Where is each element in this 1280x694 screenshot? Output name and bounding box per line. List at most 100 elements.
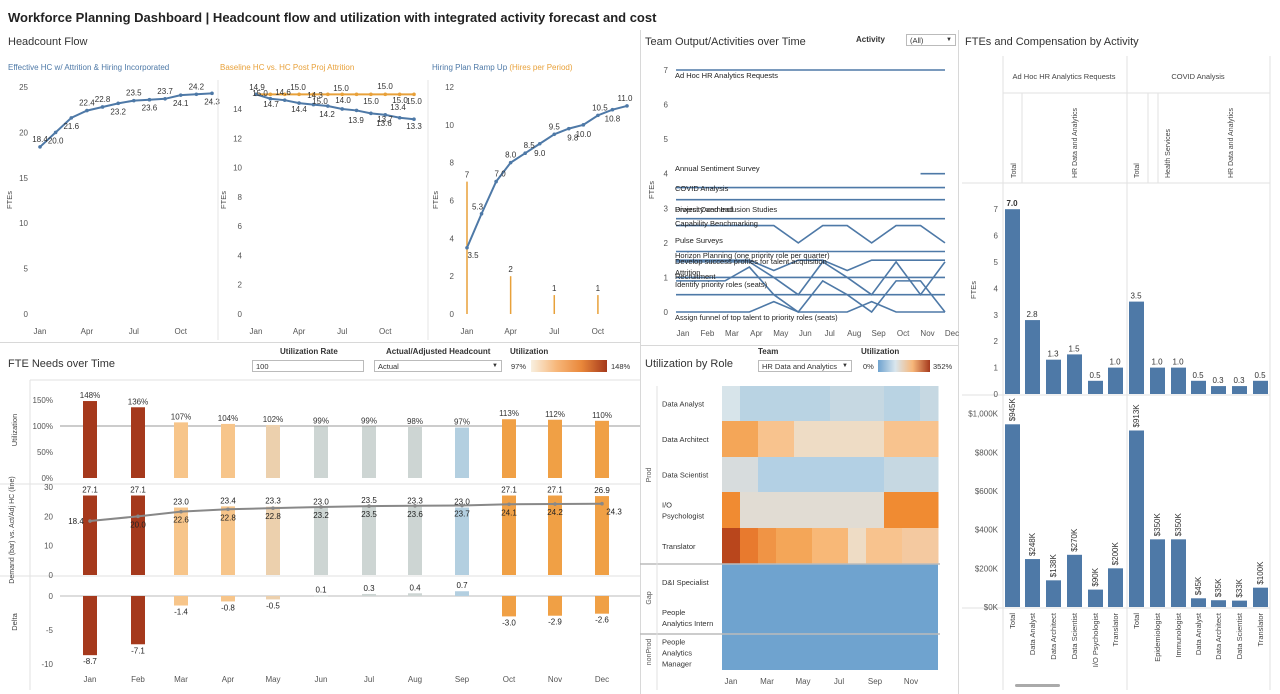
demand-bar — [131, 495, 145, 575]
heatmap-cell — [722, 421, 741, 457]
x-tick-label: Dec — [945, 329, 959, 338]
demand-bar-label: 23.0 — [313, 498, 329, 507]
effective-hc-point — [38, 145, 42, 149]
chevron-down-icon: ▼ — [946, 37, 952, 43]
demand-bar-label: 27.1 — [130, 486, 146, 495]
cumulative-hires-point — [523, 151, 527, 156]
cumulative-hires-label: 5.3 — [472, 203, 484, 212]
divider — [640, 30, 641, 694]
demand-bar-label: 23.3 — [407, 497, 423, 506]
effective-hc-point — [116, 101, 120, 106]
team-subgroup-header: Health Services — [1165, 128, 1172, 178]
delta-y-tick-label: -5 — [46, 626, 54, 635]
post-attrition-point — [311, 102, 316, 107]
demand-bar-label: 27.1 — [501, 486, 517, 495]
heatmap-cell — [758, 457, 777, 492]
act-adj-label: Actual/Adjusted Headcount — [386, 347, 491, 356]
comp-bar — [1108, 568, 1123, 607]
effective-hc-point — [210, 91, 214, 96]
cumulative-hires-point — [479, 211, 484, 216]
x-tick-label: Jul — [549, 327, 559, 336]
cumulative-hires-point — [494, 179, 498, 184]
util-bar — [221, 423, 235, 478]
demand-bar — [314, 507, 328, 575]
effective-hc-label: 20.0 — [48, 136, 64, 145]
activity-filter-dropdown[interactable]: (All) ▼ — [906, 34, 956, 46]
comp-bar — [1005, 424, 1020, 607]
demand-y-tick-label: 20 — [44, 512, 53, 521]
y-tick-label: 14 — [233, 105, 242, 114]
activity-label: Diversity and Inclusion Studies — [675, 205, 777, 214]
x-tick-label: Oct — [379, 327, 392, 336]
activity-label: Horizon Planning (one priority role per … — [675, 251, 830, 260]
headcount-label: 20.0 — [130, 520, 146, 529]
y-tick-label: 15 — [19, 174, 28, 183]
fte-bar-label: 2.8 — [1026, 310, 1038, 319]
fte-bar-label: 7.0 — [1006, 199, 1018, 208]
post-attrition-point — [340, 107, 344, 111]
delta-y-tick-label: 0 — [49, 592, 54, 601]
effective-hc-label: 23.2 — [110, 107, 126, 116]
effective-hc-label: 23.5 — [126, 89, 142, 98]
y-tick-label: 4 — [450, 234, 455, 243]
role-label: Analytics — [662, 649, 692, 658]
baseline-hc-point — [326, 92, 330, 97]
y-tick-label: 0 — [450, 310, 455, 319]
fte-y-tick-label: 1 — [994, 364, 999, 373]
baseline-label: 15.0 — [392, 96, 408, 105]
cumulative-hires-label: 7.0 — [495, 170, 507, 179]
comp-bar-label: $138K — [1049, 554, 1058, 578]
util-rate-input[interactable]: 100 — [252, 360, 364, 372]
y-tick-label: 2 — [450, 272, 455, 281]
activity-group-header: COVID Analysis — [1171, 72, 1225, 81]
role-category-label: Data Analyst — [1028, 612, 1037, 655]
y-tick-label: 10 — [233, 164, 242, 173]
post-attrition-point — [282, 98, 287, 102]
delta-bar — [174, 596, 188, 606]
act-adj-dropdown[interactable]: Actual ▼ — [374, 360, 502, 372]
util2-legend-label: Utilization — [861, 347, 900, 356]
role-label: I/O — [662, 501, 672, 510]
headcount-label: 23.2 — [313, 511, 329, 520]
x-tick-label: Apr — [750, 329, 763, 338]
demand-bar — [595, 496, 609, 575]
heatmap-cell — [740, 492, 759, 528]
heatmap-cell — [920, 386, 939, 421]
heatmap-cell — [902, 457, 921, 492]
util-y-tick-label: 100% — [33, 422, 53, 431]
role-category-label: Data Architect — [1049, 612, 1058, 660]
divider — [958, 30, 959, 694]
headcount-label: 24.3 — [606, 508, 622, 517]
headcount-label: 23.6 — [407, 510, 423, 519]
comp-bar-label: $100K — [1256, 561, 1265, 585]
y-tick-label: 8 — [238, 193, 243, 202]
cumulative-hires-point — [581, 123, 586, 127]
delta-bar — [314, 595, 328, 597]
x-tick-label: Feb — [131, 675, 145, 684]
x-tick-label: Apr — [81, 327, 94, 336]
delta-bar — [266, 596, 280, 600]
activity-group-header: Ad Hoc HR Analytics Requests — [1013, 72, 1116, 81]
headcount-point — [136, 514, 140, 519]
divider — [640, 345, 958, 346]
hiring-subtitle: Hiring Plan Ramp Up (Hires per Period) — [432, 63, 573, 72]
util2-legend-min: 0% — [863, 362, 874, 371]
hiring-subtitle-main: Hiring Plan Ramp Up — [432, 63, 510, 72]
heatmap-cell — [902, 528, 921, 564]
comp-bar-label: $90K — [1091, 567, 1100, 586]
x-tick-label: Nov — [904, 677, 918, 686]
headcount-label: 22.6 — [173, 516, 189, 525]
baseline-label: 15.0 — [363, 97, 379, 106]
activity-label: Assign funnel of top talent to priority … — [675, 313, 838, 322]
baseline-label: 15.0 — [312, 97, 328, 106]
heatmap-cell — [866, 386, 885, 421]
util-bar — [174, 422, 188, 478]
effective-hc-label: 22.8 — [95, 95, 111, 104]
headcount-point — [88, 519, 92, 523]
baseline-label: 15.0 — [290, 83, 306, 92]
demand-bar-label: 23.4 — [220, 496, 236, 505]
team-filter-dropdown[interactable]: HR Data and Analytics ▼ — [758, 360, 852, 372]
activity-label: Capability Benchmarking — [675, 219, 758, 228]
post-attrition-point — [412, 117, 416, 122]
post-attrition-point — [326, 104, 330, 108]
